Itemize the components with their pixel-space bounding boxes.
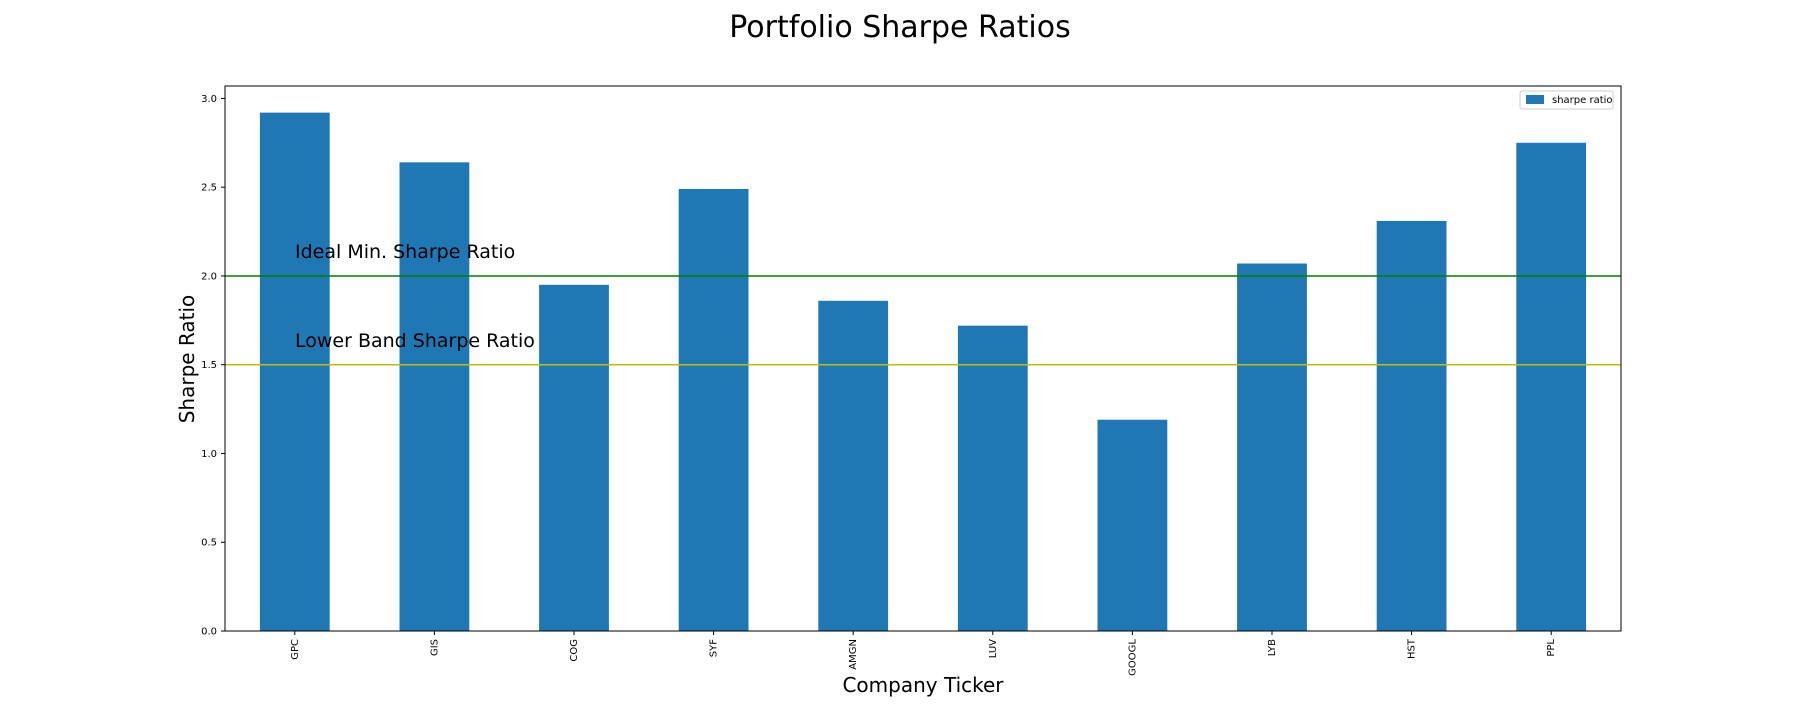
x-axis: GPC GIS COG SYF AMGN LUV GOOGL LYB HST PPL — [290, 631, 1557, 676]
bar-ppl — [1516, 142, 1587, 632]
legend-label: sharpe ratio — [1552, 95, 1613, 106]
x-tick-label: AMGN — [848, 639, 859, 670]
bar-cog — [539, 284, 609, 631]
x-axis-label: Company Ticker — [842, 673, 1004, 697]
bar-lyb — [1237, 263, 1307, 631]
bar-gis — [399, 162, 470, 631]
reference-lines-layer — [225, 275, 1621, 366]
legend: sharpe ratio — [1519, 90, 1614, 110]
annotations-layer: Ideal Min. Sharpe Ratio Lower Band Sharpe… — [295, 241, 535, 352]
bars-layer — [259, 112, 1587, 632]
y-tick-label: 0.0 — [201, 627, 217, 638]
x-tick-label: GPC — [290, 639, 301, 660]
bar-amgn — [818, 300, 889, 631]
chart-title: Portfolio Sharpe Ratios — [729, 10, 1070, 45]
reference-line-label: Ideal Min. Sharpe Ratio — [295, 241, 515, 263]
bar-googl — [1097, 419, 1168, 631]
x-tick-label: PPL — [1546, 639, 1557, 657]
x-tick-label: GOOGL — [1127, 639, 1138, 676]
bar-syf — [678, 188, 749, 631]
x-tick-label: COG — [569, 639, 580, 662]
x-tick-label: SYF — [709, 639, 720, 657]
x-tick-label: GIS — [429, 639, 440, 656]
x-tick-label: LYB — [1267, 639, 1278, 656]
y-tick-label: 1.5 — [201, 360, 217, 371]
y-tick-label: 0.5 — [201, 538, 217, 549]
reference-line-label: Lower Band Sharpe Ratio — [295, 330, 535, 352]
bar-gpc — [259, 112, 330, 631]
x-tick-label: HST — [1407, 638, 1418, 659]
x-tick-label: LUV — [988, 639, 999, 658]
y-axis: 0.0 0.5 1.0 1.5 2.0 2.5 3.0 — [201, 94, 225, 638]
bar-luv — [957, 325, 1028, 631]
y-tick-label: 2.0 — [201, 271, 217, 282]
y-tick-label: 2.5 — [201, 183, 217, 194]
bar-hst — [1376, 220, 1447, 631]
legend-swatch — [1526, 95, 1544, 104]
y-tick-label: 1.0 — [201, 449, 217, 460]
y-tick-label: 3.0 — [201, 94, 217, 105]
y-axis-label: Sharpe Ratio — [175, 295, 199, 424]
plot-frame — [224, 85, 1622, 632]
